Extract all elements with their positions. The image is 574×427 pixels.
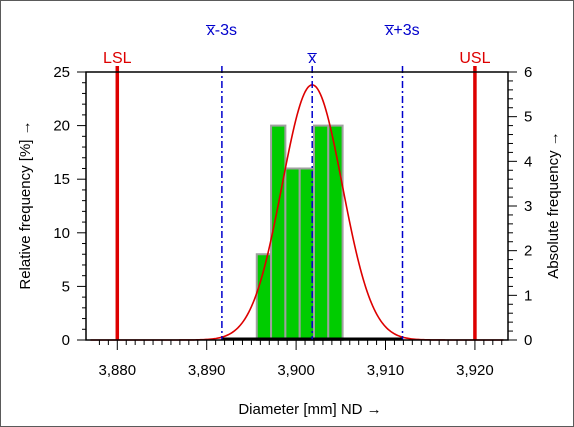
spec-limit-label-usl: USL [459, 50, 490, 67]
stat-line-label-2: x̅-3s [206, 22, 237, 39]
y-left-tick-label: 25 [53, 64, 70, 81]
y-right-tick-label: 1 [524, 287, 532, 304]
x-tick-label: 3,900 [277, 362, 315, 379]
x-tick-label: 3,910 [367, 362, 405, 379]
x-tick-label: 3,920 [456, 362, 494, 379]
histogram-bar-3 [298, 167, 315, 341]
labels-layer: Diameter [mm] ND → Relative frequency [%… [17, 120, 562, 418]
histogram-bar-5 [327, 124, 344, 341]
histogram-bar-4 [312, 124, 330, 341]
y-left-tick-label: 10 [53, 225, 70, 242]
axes-layer: 3,880 3,890 3,900 3,910 3,920 0 5 10 15 20 25 0 1 2 3 4… [53, 64, 532, 379]
x-axis-label: Diameter [mm] ND → [238, 401, 381, 418]
x-tick-label: 3,880 [99, 362, 137, 379]
y-right-tick-label: 4 [524, 153, 532, 170]
y-axis-right-label: Absolute frequency → [545, 131, 562, 279]
y-right-tick-label: 2 [524, 243, 532, 260]
y-left-tick-label: 0 [62, 332, 70, 349]
y-left-tick-label: 15 [53, 171, 70, 188]
y-left-tick-label: 5 [62, 278, 70, 295]
histogram-bar-2 [284, 167, 301, 341]
y-left-tick-label: 20 [53, 118, 70, 135]
x-tick-label: 3,890 [188, 362, 226, 379]
y-right-tick-label: 6 [524, 64, 532, 81]
bars-layer [255, 124, 344, 342]
y-axis-left-label: Relative frequency [%] → [17, 120, 34, 289]
spec-limit-label-lsl: LSL [103, 50, 132, 67]
stat-line-label-4: x̅+3s [384, 22, 419, 39]
y-right-tick-label: 5 [524, 109, 532, 126]
y-right-tick-label: 0 [524, 332, 532, 349]
reference-lines-layer: LSL USL x̅-3s x̅ x̅+3s [103, 22, 491, 340]
y-right-tick-label: 3 [524, 198, 532, 215]
stat-line-label-3: x̅ [307, 50, 317, 67]
